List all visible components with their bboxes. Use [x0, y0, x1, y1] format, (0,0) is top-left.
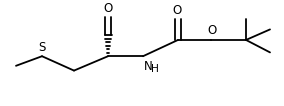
Text: O: O: [103, 2, 113, 15]
Text: S: S: [38, 41, 46, 54]
Text: H: H: [151, 64, 159, 74]
Text: O: O: [207, 24, 217, 37]
Text: O: O: [172, 4, 182, 17]
Text: N: N: [144, 60, 153, 73]
